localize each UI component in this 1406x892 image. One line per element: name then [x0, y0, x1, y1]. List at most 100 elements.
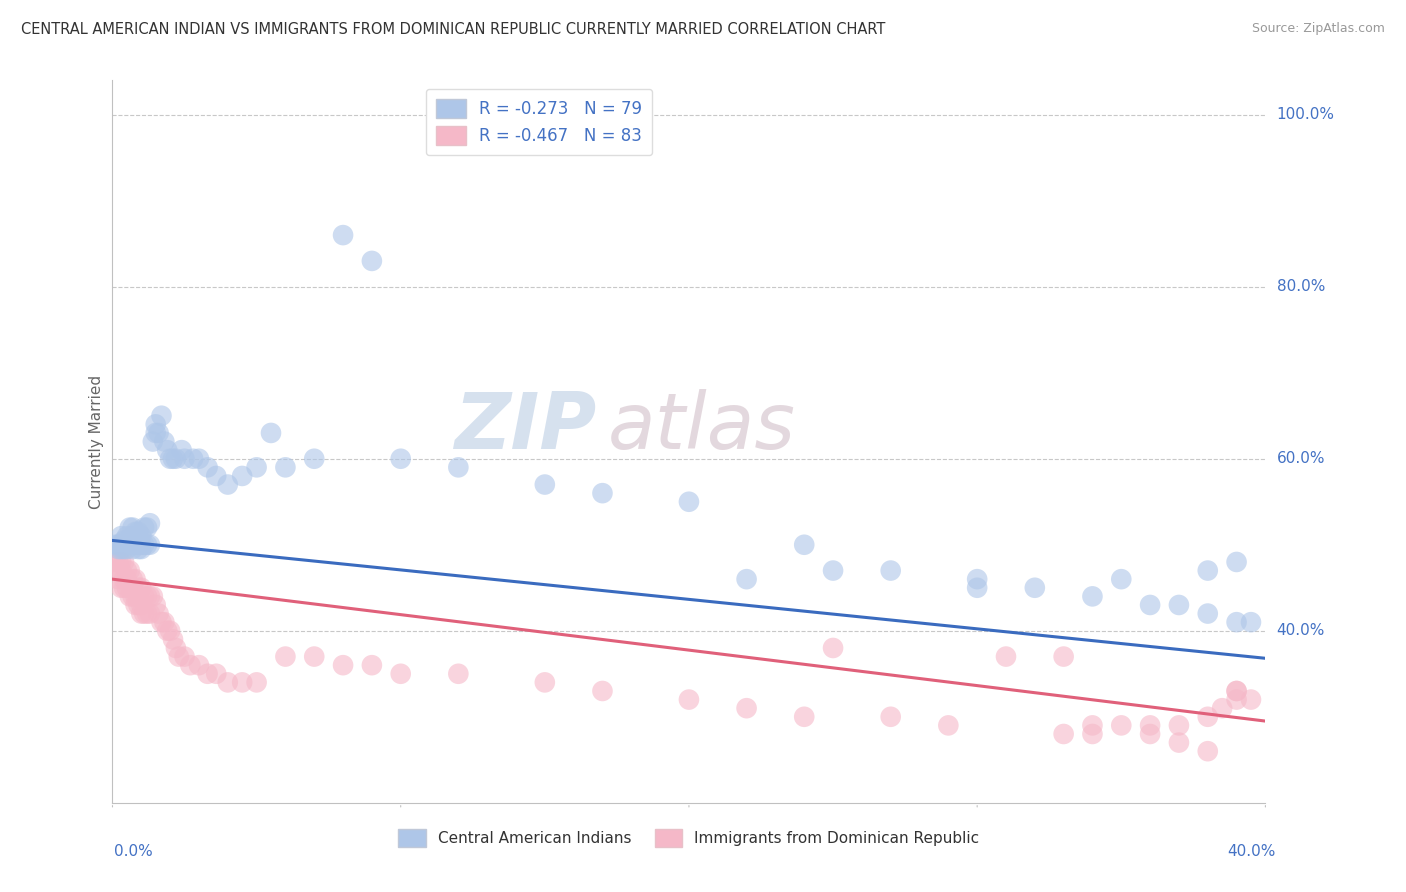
Point [121, 581, 143, 595]
Point [153, 434, 176, 449]
Point [124, 524, 146, 539]
Point [129, 598, 153, 612]
Point [129, 542, 153, 557]
Point [1211, 701, 1233, 715]
Point [124, 533, 146, 548]
Point [118, 533, 141, 548]
Point [1197, 744, 1219, 758]
Point [127, 542, 149, 557]
Point [110, 538, 132, 552]
Point [162, 632, 184, 647]
Point [110, 542, 132, 557]
Point [118, 590, 141, 604]
Point [148, 425, 170, 440]
Point [389, 666, 412, 681]
Point [112, 538, 135, 552]
Point [1167, 718, 1189, 732]
Point [1139, 727, 1161, 741]
Point [966, 572, 988, 586]
Point [110, 555, 132, 569]
Point [274, 649, 297, 664]
Point [678, 494, 700, 508]
Point [205, 469, 228, 483]
Point [127, 598, 149, 612]
Point [110, 581, 132, 595]
Point [534, 477, 557, 491]
Point [735, 701, 758, 715]
Point [179, 658, 201, 673]
Point [389, 451, 412, 466]
Point [136, 538, 159, 552]
Point [118, 520, 141, 534]
Point [124, 598, 146, 612]
Point [107, 572, 129, 586]
Point [112, 572, 135, 586]
Point [1081, 590, 1104, 604]
Point [181, 451, 204, 466]
Point [127, 538, 149, 552]
Point [162, 451, 184, 466]
Point [104, 555, 127, 569]
Point [110, 564, 132, 578]
Point [121, 520, 143, 534]
Point [1197, 607, 1219, 621]
Point [735, 572, 758, 586]
Point [534, 675, 557, 690]
Text: Source: ZipAtlas.com: Source: ZipAtlas.com [1251, 22, 1385, 36]
Point [1226, 555, 1249, 569]
Point [134, 607, 156, 621]
Point [129, 529, 153, 543]
Point [142, 590, 165, 604]
Point [165, 640, 187, 655]
Point [142, 434, 165, 449]
Point [1226, 684, 1249, 698]
Point [304, 649, 326, 664]
Point [1111, 718, 1133, 732]
Point [173, 451, 195, 466]
Point [110, 529, 132, 543]
Text: 80.0%: 80.0% [1277, 279, 1324, 294]
Point [115, 542, 138, 557]
Point [217, 675, 239, 690]
Point [127, 581, 149, 595]
Point [880, 564, 903, 578]
Point [246, 460, 269, 475]
Point [1167, 598, 1189, 612]
Point [145, 417, 167, 432]
Point [1053, 727, 1076, 741]
Y-axis label: Currently Married: Currently Married [89, 375, 104, 508]
Point [159, 451, 181, 466]
Point [121, 533, 143, 548]
Text: 60.0%: 60.0% [1277, 451, 1324, 467]
Point [231, 675, 253, 690]
Point [112, 581, 135, 595]
Text: atlas: atlas [609, 389, 796, 465]
Point [104, 564, 127, 578]
Point [118, 564, 141, 578]
Point [165, 451, 187, 466]
Point [112, 533, 135, 548]
Point [139, 607, 162, 621]
Point [134, 590, 156, 604]
Point [188, 451, 211, 466]
Point [678, 692, 700, 706]
Point [134, 538, 156, 552]
Point [793, 538, 815, 552]
Point [145, 598, 167, 612]
Point [592, 486, 614, 500]
Point [156, 624, 179, 638]
Point [124, 572, 146, 586]
Point [115, 533, 138, 548]
Point [1081, 718, 1104, 732]
Point [124, 538, 146, 552]
Point [115, 581, 138, 595]
Point [274, 460, 297, 475]
Point [112, 542, 135, 557]
Point [115, 564, 138, 578]
Point [173, 649, 195, 664]
Point [1226, 615, 1249, 630]
Point [136, 607, 159, 621]
Point [1226, 684, 1249, 698]
Point [1167, 735, 1189, 749]
Point [880, 710, 903, 724]
